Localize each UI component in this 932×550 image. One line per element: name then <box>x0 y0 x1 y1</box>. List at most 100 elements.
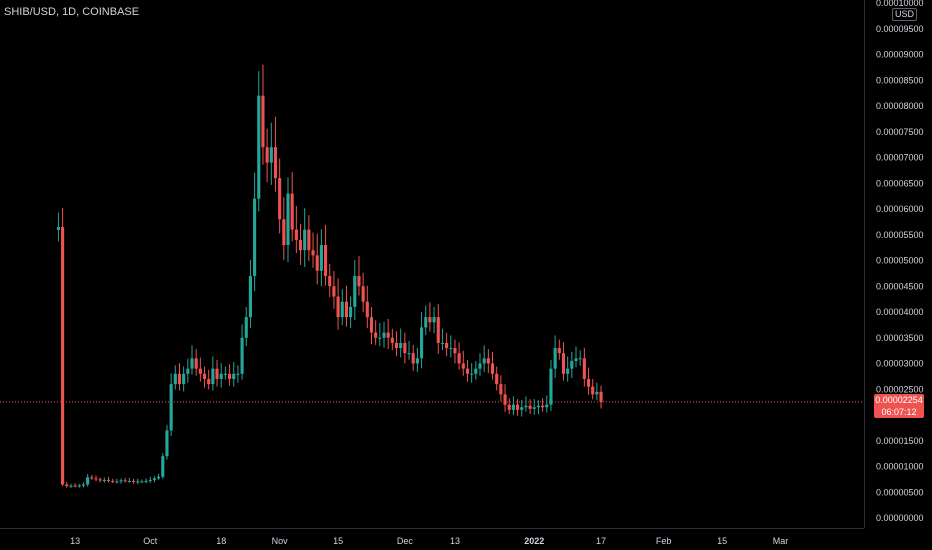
candle-body <box>248 275 252 318</box>
candle-body <box>390 337 394 343</box>
price-tick-label: 0.00004500 <box>876 281 924 291</box>
candle-body <box>369 317 374 333</box>
price-tick-label: 0.00000500 <box>876 487 924 497</box>
candle-body <box>61 227 65 485</box>
candle-body <box>386 332 390 338</box>
candle-body <box>361 286 365 302</box>
candle-body <box>136 481 140 483</box>
candle-body <box>165 430 169 457</box>
price-tick-label: 0.00009500 <box>876 24 924 34</box>
candle-body <box>344 301 348 318</box>
candle-body <box>65 484 69 487</box>
price-tick-label: 0.00003500 <box>876 333 924 343</box>
candle-body <box>311 250 315 256</box>
candle-body <box>399 342 403 349</box>
price-tick-label: 0.00003000 <box>876 359 924 369</box>
candle-body <box>265 147 269 163</box>
time-tick-label: 13 <box>70 536 80 546</box>
candle-body <box>152 478 156 480</box>
time-axis: 13 Oct 18 Nov 15 Dec 13 2022 17 Feb 15 Mar <box>70 536 788 546</box>
candle-body <box>449 348 453 350</box>
candle-body <box>357 275 361 287</box>
candle-body <box>415 358 419 364</box>
price-scale-divider <box>864 0 865 528</box>
price-tick-label: 0.00001000 <box>876 462 924 472</box>
price-tick-label: 0.00008500 <box>876 75 924 85</box>
candle-body <box>115 481 119 483</box>
candle-body <box>273 147 278 179</box>
candle-body <box>119 480 123 482</box>
candle-body <box>474 368 478 374</box>
candle-body <box>290 193 294 230</box>
candle-body <box>407 353 411 355</box>
candle-body <box>478 363 482 369</box>
candle-body <box>261 95 265 148</box>
candle-body <box>586 378 591 387</box>
time-tick-label: 17 <box>596 536 606 546</box>
candle-body <box>411 353 415 364</box>
candle-body <box>298 239 303 251</box>
candle-body <box>482 358 486 364</box>
candle-body <box>595 391 599 395</box>
candles <box>56 64 603 489</box>
time-tick-label: Dec <box>397 536 414 546</box>
candle-body <box>186 368 190 374</box>
candle-body <box>102 479 106 481</box>
price-tick-label: 0.00006500 <box>876 178 924 188</box>
price-tick-label: 0.00007500 <box>876 127 924 137</box>
candle-body <box>545 404 549 408</box>
candle-body <box>211 368 215 385</box>
candle-body <box>495 373 499 385</box>
candle-body <box>549 368 553 405</box>
candle-body <box>582 358 586 379</box>
candle-body <box>215 368 219 379</box>
candle-body <box>453 348 457 354</box>
candle-body <box>244 317 248 338</box>
candle-body <box>436 317 440 343</box>
candle-body <box>132 480 136 482</box>
candle-body <box>169 384 173 431</box>
candle-body <box>177 373 182 385</box>
candle-body <box>286 193 290 246</box>
candle-body <box>157 476 161 479</box>
symbol-title[interactable]: SHIB/USD, 1D, COINBASE <box>4 6 140 18</box>
candle-body <box>69 485 73 487</box>
time-tick-label: Oct <box>143 536 158 546</box>
candle-body <box>420 327 424 359</box>
candle-body <box>336 296 340 318</box>
candle-body <box>394 342 399 349</box>
candle-body <box>486 358 490 364</box>
candle-body <box>424 317 428 328</box>
candle-body <box>457 353 461 364</box>
time-tick-label: 13 <box>450 536 460 546</box>
candle-body <box>144 480 148 482</box>
last-price-badge: 0.00002254 06:07:12 <box>874 394 924 418</box>
currency-badge[interactable]: USD <box>892 8 918 21</box>
candle-body <box>140 481 144 483</box>
candle-body <box>340 301 344 318</box>
candle-body <box>524 405 528 408</box>
candle-body <box>532 407 536 409</box>
price-tick-label: 0.00000000 <box>876 513 924 523</box>
candle-body <box>307 229 311 251</box>
candle-body <box>148 479 152 481</box>
time-tick-label: Mar <box>773 536 789 546</box>
candle-body <box>240 337 244 374</box>
candle-body <box>499 384 503 395</box>
candle-body <box>374 332 378 338</box>
candle-body <box>257 95 261 199</box>
candle-body <box>332 286 336 297</box>
time-tick-label: 18 <box>216 536 226 546</box>
price-tick-label: 0.00006000 <box>876 204 924 214</box>
candle-body <box>570 360 574 369</box>
price-tick-label: 0.00008000 <box>876 101 924 111</box>
price-axis: 0.00000000 0.00000500 0.00001000 0.00001500… <box>876 0 924 523</box>
candle-body <box>557 348 561 354</box>
candle-body <box>465 368 470 374</box>
candle-body <box>516 404 520 410</box>
candle-body <box>106 479 111 481</box>
candle-body <box>324 245 328 276</box>
candle-body <box>561 353 566 374</box>
candle-body <box>232 373 236 379</box>
